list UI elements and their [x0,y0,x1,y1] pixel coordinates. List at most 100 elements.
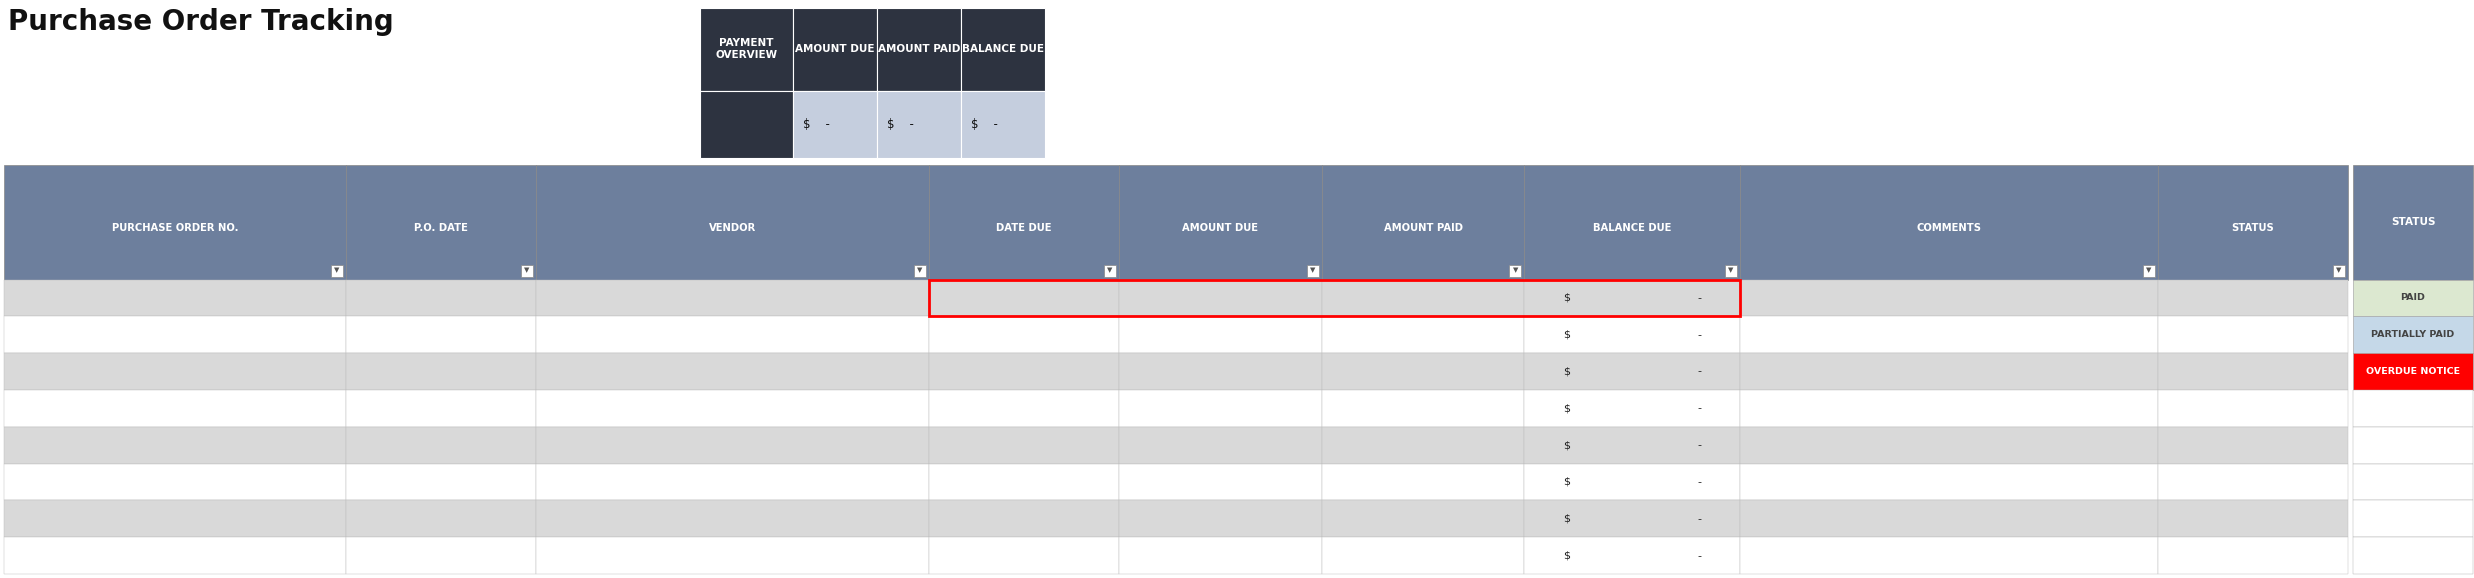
Bar [1103,265,1116,276]
Text: $: $ [1564,293,1571,303]
Bar [537,501,928,537]
Text: -: - [1697,514,1702,524]
Bar [1739,390,2157,427]
Bar [346,390,537,427]
Bar [2157,165,2348,280]
Text: -: - [1697,329,1702,340]
Text: ▼: ▼ [1108,268,1113,273]
Bar [346,427,537,464]
Bar [346,537,537,574]
Bar [928,427,1118,464]
Text: AMOUNT DUE: AMOUNT DUE [1183,223,1259,233]
Text: Purchase Order Tracking: Purchase Order Tracking [7,8,393,36]
Bar [537,537,928,574]
Text: -: - [1697,551,1702,561]
Bar [346,501,537,537]
Bar [876,91,960,158]
Bar [2157,353,2348,390]
Bar [1524,390,1739,427]
Text: OVERDUE NOTICE: OVERDUE NOTICE [2365,367,2459,376]
Text: AMOUNT DUE: AMOUNT DUE [794,45,873,54]
Bar [346,316,537,353]
Bar [2157,316,2348,353]
Bar [537,353,928,390]
Bar [1524,280,1739,316]
Bar [792,91,876,158]
Bar [1118,316,1321,353]
Text: PURCHASE ORDER NO.: PURCHASE ORDER NO. [111,223,238,233]
Text: COMMENTS: COMMENTS [1917,223,1982,233]
Bar [1306,265,1319,276]
Bar [2353,464,2474,501]
Bar [1321,165,1524,280]
Bar [346,280,537,316]
Text: $: $ [1564,366,1571,376]
Text: -: - [1697,293,1702,303]
Bar [928,501,1118,537]
Bar [346,353,537,390]
Bar [913,265,925,276]
Bar [1321,501,1524,537]
Bar [2353,165,2474,280]
Bar [2353,427,2474,464]
Bar [1524,353,1739,390]
Text: -: - [1697,440,1702,450]
Bar [1524,165,1739,280]
Bar [537,165,928,280]
Bar [1739,316,2157,353]
Text: ▼: ▼ [918,268,923,273]
Text: AMOUNT PAID: AMOUNT PAID [1383,223,1462,233]
Text: PAID: PAID [2400,294,2425,302]
Bar [2353,353,2474,390]
Bar [2157,427,2348,464]
Bar [537,464,928,501]
Text: $: $ [1564,477,1571,487]
Bar [5,316,346,353]
Bar [960,91,1044,158]
Bar [700,8,792,91]
Text: ▼: ▼ [524,268,529,273]
Bar [928,464,1118,501]
Bar [5,501,346,537]
Text: ▼: ▼ [334,268,339,273]
Bar [928,280,1118,316]
Bar [2353,390,2474,427]
Bar [1321,427,1524,464]
Bar [5,353,346,390]
Text: STATUS: STATUS [2390,217,2434,227]
Bar [1524,316,1739,353]
Bar [2142,265,2155,276]
Bar [700,91,792,158]
Text: -: - [1697,366,1702,376]
Bar [2353,280,2474,316]
Text: DATE DUE: DATE DUE [997,223,1051,233]
Bar [5,280,346,316]
Bar [346,165,537,280]
Bar [1118,501,1321,537]
Bar [2333,265,2345,276]
Text: $    -: $ - [970,118,997,131]
Bar [1739,353,2157,390]
Text: -: - [1697,477,1702,487]
Bar [792,8,876,91]
Bar [2353,501,2474,537]
Bar [1118,427,1321,464]
Bar [2157,464,2348,501]
Bar [1321,464,1524,501]
Bar [876,8,960,91]
Text: $    -: $ - [802,118,829,131]
Bar [5,537,346,574]
Bar [2157,537,2348,574]
Bar [1118,537,1321,574]
Text: ▼: ▼ [1512,268,1519,273]
Bar [1118,464,1321,501]
Bar [2157,501,2348,537]
Bar [1118,390,1321,427]
Bar [1739,280,2157,316]
Bar [1524,427,1739,464]
Bar [5,390,346,427]
Bar [537,316,928,353]
Bar [5,165,346,280]
Bar [928,537,1118,574]
Bar [1321,280,1524,316]
